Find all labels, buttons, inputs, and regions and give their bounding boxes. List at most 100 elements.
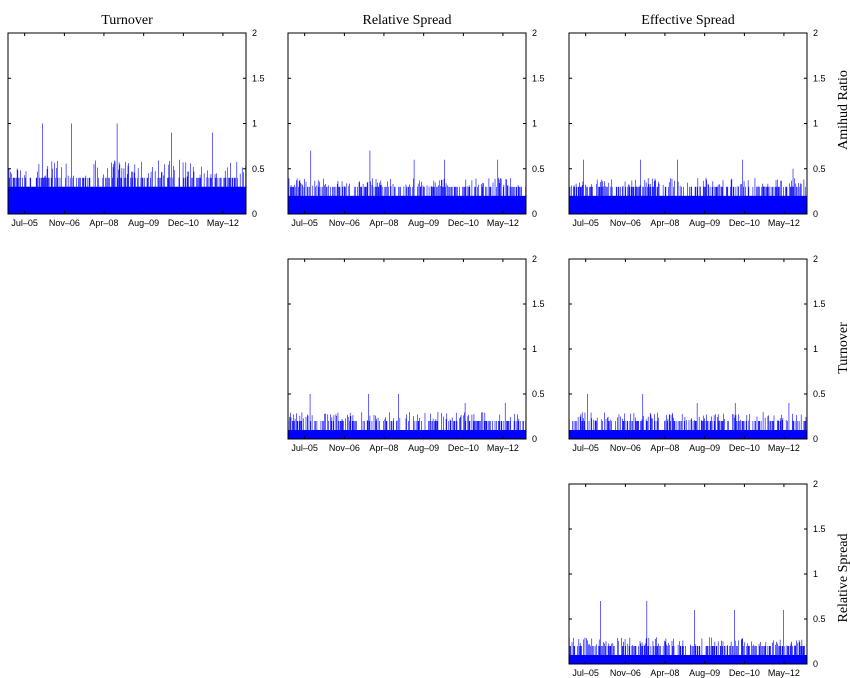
bar <box>680 430 682 439</box>
bar <box>575 655 577 664</box>
bar <box>660 655 662 664</box>
bar <box>771 421 773 439</box>
bar <box>772 421 773 439</box>
y-tick-label: 0 <box>813 209 818 219</box>
bar <box>160 177 161 214</box>
bar <box>339 186 340 214</box>
bar <box>591 418 593 439</box>
bar <box>460 416 461 439</box>
bar <box>698 195 699 214</box>
bar <box>695 646 697 664</box>
bar <box>450 186 452 214</box>
bar <box>656 646 658 664</box>
bar <box>496 186 497 214</box>
bar <box>789 183 790 214</box>
bar <box>309 430 310 439</box>
bar <box>304 430 305 439</box>
bar <box>647 178 649 214</box>
bar <box>395 430 397 439</box>
bar <box>664 640 665 664</box>
bar <box>436 421 437 439</box>
bar <box>141 161 142 214</box>
bar <box>86 186 88 214</box>
bar <box>36 177 38 214</box>
bar <box>28 186 30 214</box>
bar <box>347 195 349 214</box>
bar <box>488 178 490 214</box>
bar <box>502 430 503 439</box>
bar <box>360 430 361 439</box>
bar <box>470 430 471 439</box>
bar <box>711 186 713 214</box>
bar <box>373 414 375 439</box>
bar <box>689 430 690 439</box>
bar <box>645 419 647 439</box>
bar <box>482 182 484 214</box>
bar <box>107 168 108 214</box>
bar <box>97 167 98 214</box>
bar <box>307 414 308 439</box>
bar <box>381 184 382 214</box>
bar <box>775 644 776 664</box>
bar <box>153 186 155 214</box>
bar <box>203 186 204 214</box>
bar <box>779 646 780 664</box>
bar <box>702 655 704 664</box>
bar <box>35 177 37 214</box>
bar <box>315 430 317 439</box>
bar <box>773 415 775 439</box>
bar <box>365 430 367 439</box>
bar <box>524 430 526 439</box>
bar <box>311 195 313 214</box>
bar <box>513 421 515 439</box>
bar <box>765 430 767 439</box>
bar <box>72 177 74 214</box>
bar <box>780 418 782 439</box>
bar <box>696 655 697 664</box>
bar <box>751 195 752 214</box>
bar <box>690 195 691 214</box>
bar <box>720 421 722 439</box>
bar <box>662 195 663 214</box>
y-tick-label: 2 <box>813 479 818 489</box>
bar <box>438 430 440 439</box>
bar <box>785 655 787 664</box>
bar <box>364 186 366 214</box>
bar <box>126 186 127 214</box>
bar <box>71 186 73 214</box>
bar <box>448 421 450 439</box>
bar <box>496 421 497 439</box>
bar <box>581 412 583 439</box>
bar <box>719 646 721 664</box>
bar <box>37 171 38 214</box>
bar <box>609 646 611 664</box>
bar <box>690 646 692 664</box>
bar <box>573 430 574 439</box>
bar <box>21 186 23 214</box>
bar <box>792 646 793 664</box>
bar <box>626 655 627 664</box>
bar <box>626 195 627 214</box>
bar <box>727 645 729 664</box>
bar <box>658 183 660 214</box>
bar <box>692 646 693 664</box>
bar <box>373 186 375 214</box>
bar <box>743 186 744 214</box>
bar <box>718 420 720 439</box>
bar <box>583 159 584 214</box>
bar <box>648 430 650 439</box>
bar <box>762 430 763 439</box>
bar <box>64 186 66 214</box>
bar <box>336 195 337 214</box>
bar <box>697 430 699 439</box>
bar <box>58 186 59 214</box>
bar <box>481 430 483 439</box>
bar <box>71 123 72 214</box>
bar <box>761 646 763 664</box>
bar <box>781 646 783 664</box>
bar <box>640 159 642 214</box>
bar <box>799 642 801 664</box>
bar <box>504 430 505 439</box>
bar <box>582 181 584 214</box>
